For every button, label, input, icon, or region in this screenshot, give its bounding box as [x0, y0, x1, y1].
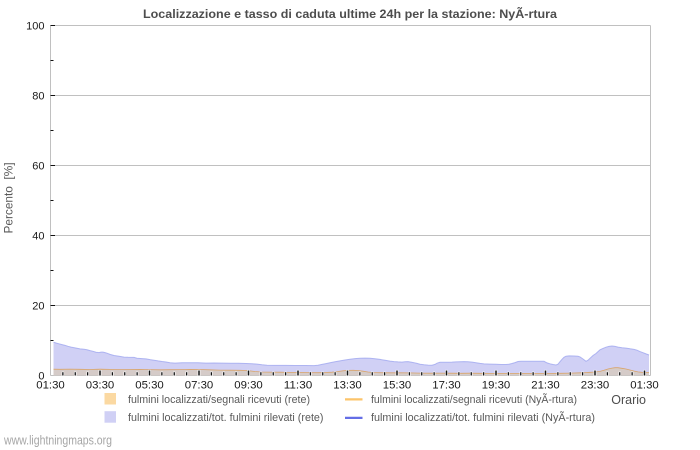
- svg-text:Percento [%]: Percento [%]: [2, 163, 16, 234]
- svg-text:fulmini localizzati/tot. fulmi: fulmini localizzati/tot. fulmini rilevat…: [371, 411, 595, 424]
- svg-text:Localizzazione e tasso di cadu: Localizzazione e tasso di caduta ultime …: [143, 8, 558, 21]
- svg-text:www.lightningmaps.org: www.lightningmaps.org: [3, 434, 112, 448]
- svg-text:03:30: 03:30: [86, 380, 115, 392]
- svg-text:15:30: 15:30: [383, 380, 412, 392]
- svg-text:fulmini localizzati/segnali ri: fulmini localizzati/segnali ricevuti (re…: [128, 394, 310, 406]
- svg-text:60: 60: [32, 160, 44, 172]
- svg-text:fulmini localizzati/segnali ri: fulmini localizzati/segnali ricevuti (Ny…: [371, 393, 577, 406]
- svg-text:01:30: 01:30: [630, 380, 659, 392]
- svg-text:19:30: 19:30: [482, 380, 511, 392]
- svg-text:Orario: Orario: [611, 393, 646, 407]
- svg-text:20: 20: [32, 300, 44, 312]
- svg-text:05:30: 05:30: [135, 380, 164, 392]
- svg-text:40: 40: [32, 230, 44, 242]
- svg-text:100: 100: [26, 20, 44, 32]
- svg-text:80: 80: [32, 90, 44, 102]
- svg-text:23:30: 23:30: [581, 380, 610, 392]
- svg-text:fulmini localizzati/tot. fulmi: fulmini localizzati/tot. fulmini rilevat…: [128, 412, 324, 424]
- svg-text:17:30: 17:30: [432, 380, 461, 392]
- svg-text:07:30: 07:30: [185, 380, 214, 392]
- svg-text:0: 0: [38, 370, 44, 382]
- svg-text:01:30: 01:30: [36, 380, 65, 392]
- svg-text:09:30: 09:30: [234, 380, 263, 392]
- svg-text:21:30: 21:30: [531, 380, 560, 392]
- svg-text:13:30: 13:30: [333, 380, 362, 392]
- svg-text:11:30: 11:30: [284, 380, 313, 392]
